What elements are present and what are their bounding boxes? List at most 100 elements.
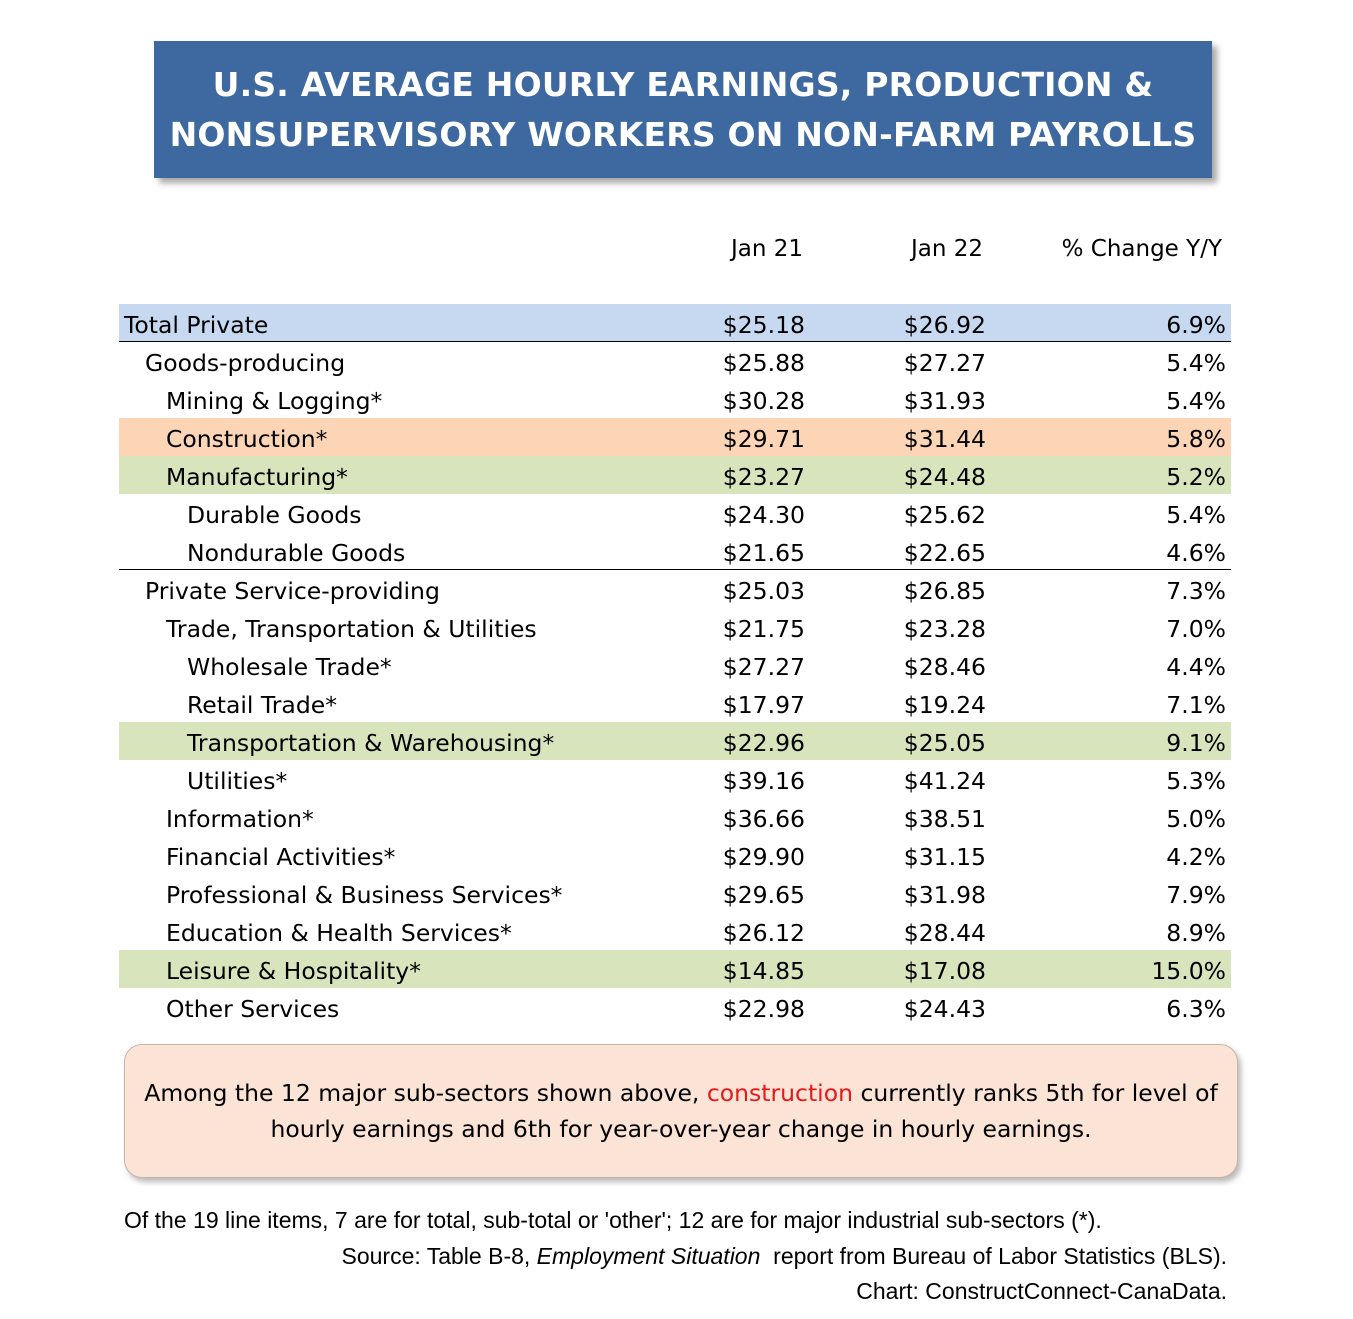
cell-change: 5.4% <box>1166 349 1226 377</box>
row-label: Total Private <box>124 311 269 339</box>
table-row: Construction* $29.71 $31.44 5.8% <box>119 418 1231 456</box>
cell-jan21: $14.85 <box>722 957 805 985</box>
cell-jan22: $26.85 <box>903 577 986 605</box>
note-line-2: hourly earnings and 6th for year-over-ye… <box>270 1115 1092 1143</box>
column-header-jan21: Jan 21 <box>731 236 804 262</box>
cell-change: 6.9% <box>1166 311 1226 339</box>
cell-jan22: $31.93 <box>903 387 986 415</box>
cell-jan22: $31.15 <box>903 843 986 871</box>
row-label: Utilities* <box>187 767 288 795</box>
row-label: Education & Health Services* <box>166 919 512 947</box>
note-highlight-construction: construction <box>706 1079 853 1107</box>
row-label: Wholesale Trade* <box>187 653 392 681</box>
table-row: Financial Activities* $29.90 $31.15 4.2% <box>119 836 1231 874</box>
row-label: Mining & Logging* <box>166 387 383 415</box>
row-label: Information* <box>166 805 314 833</box>
cell-jan22: $24.43 <box>903 995 986 1023</box>
table-row: Transportation & Warehousing* $22.96 $25.0… <box>119 722 1231 760</box>
cell-jan21: $25.03 <box>722 577 805 605</box>
cell-change: 7.3% <box>1166 577 1226 605</box>
cell-change: 4.6% <box>1166 539 1226 567</box>
cell-jan22: $28.46 <box>903 653 986 681</box>
table-row: Leisure & Hospitality* $14.85 $17.08 15.0% <box>119 950 1231 988</box>
cell-jan22: $41.24 <box>903 767 986 795</box>
note-line-1: Among the 12 major sub-sectors shown abo… <box>144 1075 1217 1111</box>
cell-jan21: $17.97 <box>722 691 805 719</box>
cell-jan21: $29.65 <box>722 881 805 909</box>
cell-jan21: $26.12 <box>722 919 805 947</box>
table-row: Durable Goods $24.30 $25.62 5.4% <box>119 494 1231 532</box>
row-label: Financial Activities* <box>166 843 396 871</box>
footer-source-end: report from Bureau of Labor Statistics (… <box>760 1243 1227 1269</box>
table-row: Professional & Business Services* $29.65 $… <box>119 874 1231 912</box>
cell-jan22: $25.05 <box>903 729 986 757</box>
cell-jan22: $22.65 <box>903 539 986 567</box>
cell-jan22: $26.92 <box>903 311 986 339</box>
table-row: Information* $36.66 $38.51 5.0% <box>119 798 1231 836</box>
cell-change: 7.1% <box>1166 691 1226 719</box>
title-banner: U.S. AVERAGE HOURLY EARNINGS, PRODUCTION… <box>154 41 1212 178</box>
table-row: Utilities* $39.16 $41.24 5.3% <box>119 760 1231 798</box>
row-label: Transportation & Warehousing* <box>187 729 555 757</box>
cell-change: 5.4% <box>1166 387 1226 415</box>
table-row: Manufacturing* $23.27 $24.48 5.2% <box>119 456 1231 494</box>
cell-jan21: $30.28 <box>722 387 805 415</box>
column-header-change: % Change Y/Y <box>1061 236 1222 262</box>
cell-jan21: $39.16 <box>722 767 805 795</box>
title-line-2: NONSUPERVISORY WORKERS ON NON-FARM PAYRO… <box>169 114 1197 154</box>
cell-change: 6.3% <box>1166 995 1226 1023</box>
cell-jan21: $29.71 <box>722 425 805 453</box>
cell-jan22: $24.48 <box>903 463 986 491</box>
cell-jan21: $29.90 <box>722 843 805 871</box>
cell-jan21: $27.27 <box>722 653 805 681</box>
row-label: Trade, Transportation & Utilities <box>166 615 537 643</box>
row-label: Leisure & Hospitality* <box>166 957 421 985</box>
footer-source: Source: Table B-8, Employment Situation … <box>341 1241 1227 1271</box>
cell-jan22: $38.51 <box>903 805 986 833</box>
table-row: Mining & Logging* $30.28 $31.93 5.4% <box>119 380 1231 418</box>
cell-change: 4.4% <box>1166 653 1226 681</box>
cell-jan22: $19.24 <box>903 691 986 719</box>
cell-jan21: $36.66 <box>722 805 805 833</box>
table-row: Retail Trade* $17.97 $19.24 7.1% <box>119 684 1231 722</box>
cell-jan22: $23.28 <box>903 615 986 643</box>
note-box: Among the 12 major sub-sectors shown abo… <box>124 1044 1238 1178</box>
footer-credit: Chart: ConstructConnect-CanaData. <box>856 1278 1227 1304</box>
cell-jan22: $17.08 <box>903 957 986 985</box>
cell-change: 5.0% <box>1166 805 1226 833</box>
cell-jan21: $24.30 <box>722 501 805 529</box>
cell-change: 5.2% <box>1166 463 1226 491</box>
cell-change: 5.4% <box>1166 501 1226 529</box>
cell-change: 8.9% <box>1166 919 1226 947</box>
table-row: Other Services $22.98 $24.43 6.3% <box>119 988 1231 1026</box>
cell-jan21: $22.98 <box>722 995 805 1023</box>
footer-source-report: Employment Situation <box>536 1243 761 1269</box>
cell-jan22: $31.98 <box>903 881 986 909</box>
cell-change: 15.0% <box>1151 957 1226 985</box>
cell-jan22: $25.62 <box>903 501 986 529</box>
cell-jan21: $25.88 <box>722 349 805 377</box>
note-line-1-start: Among the 12 major sub-sectors shown abo… <box>144 1079 707 1107</box>
cell-change: 7.9% <box>1166 881 1226 909</box>
cell-change: 9.1% <box>1166 729 1226 757</box>
row-label: Construction* <box>166 425 328 453</box>
table-row: Private Service-providing $25.03 $26.85 7.3… <box>119 570 1231 608</box>
cell-jan21: $21.65 <box>722 539 805 567</box>
column-header-jan22: Jan 22 <box>911 236 984 262</box>
cell-jan21: $25.18 <box>722 311 805 339</box>
cell-jan21: $22.96 <box>722 729 805 757</box>
cell-change: 5.3% <box>1166 767 1226 795</box>
footer-note: Of the 19 line items, 7 are for total, s… <box>124 1207 1102 1233</box>
title-line-1: U.S. AVERAGE HOURLY EARNINGS, PRODUCTION… <box>212 64 1154 104</box>
cell-jan22: $27.27 <box>903 349 986 377</box>
cell-change: 5.8% <box>1166 425 1226 453</box>
row-label: Manufacturing* <box>166 463 348 491</box>
row-label: Private Service-providing <box>145 577 440 605</box>
row-label: Goods-producing <box>145 349 346 377</box>
note-line-1-end: currently ranks 5th for level of <box>852 1079 1218 1107</box>
row-label: Professional & Business Services* <box>166 881 563 909</box>
cell-jan22: $31.44 <box>903 425 986 453</box>
cell-jan22: $28.44 <box>903 919 986 947</box>
table-row: Total Private $25.18 $26.92 6.9% <box>119 304 1231 342</box>
table-row: Wholesale Trade* $27.27 $28.46 4.4% <box>119 646 1231 684</box>
